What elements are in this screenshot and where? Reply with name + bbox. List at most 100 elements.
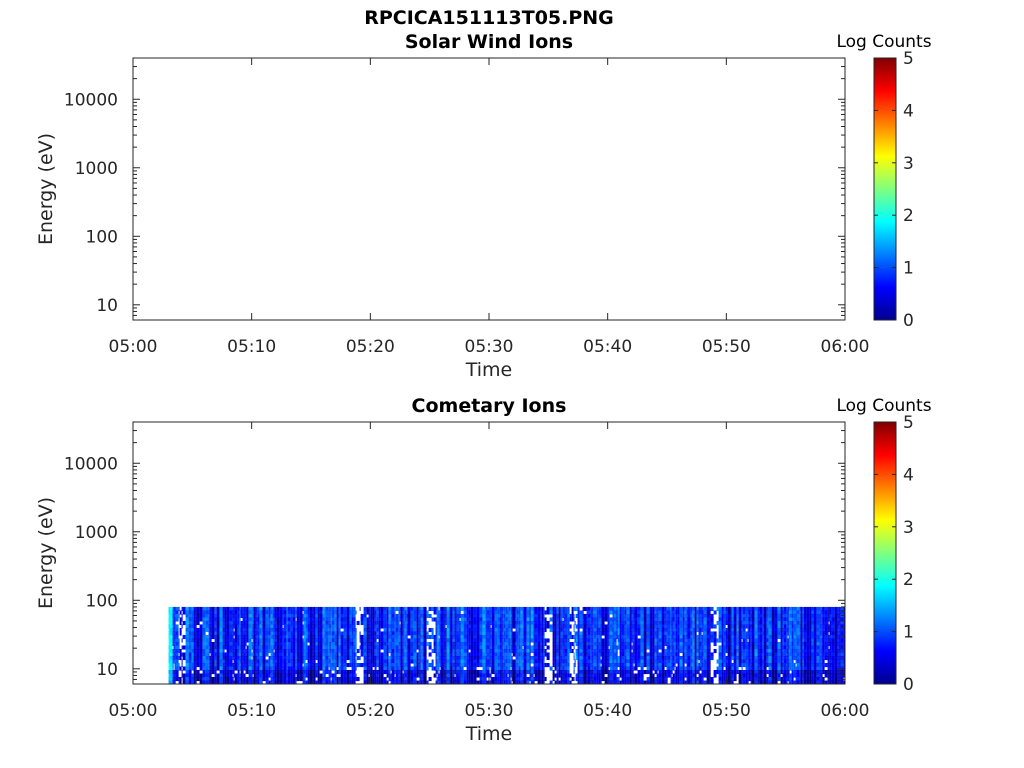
spectrogram-cell bbox=[503, 648, 506, 654]
spectrogram-cell bbox=[303, 641, 306, 647]
spectrogram-cell bbox=[296, 638, 300, 643]
spectrogram-cell bbox=[537, 648, 541, 654]
spectrogram-cell bbox=[283, 673, 287, 678]
spectrogram-cell bbox=[211, 634, 215, 640]
spectrogram-cell bbox=[419, 655, 421, 661]
spectrogram-cell bbox=[322, 613, 325, 619]
spectrogram-cell bbox=[307, 627, 310, 633]
spectrogram-cell bbox=[208, 620, 210, 626]
spectrogram-cell bbox=[295, 669, 297, 675]
spectrogram-cell bbox=[446, 631, 450, 636]
spectrogram-cell bbox=[394, 648, 396, 654]
spectrogram-cell bbox=[503, 627, 506, 633]
spectrogram-cell bbox=[193, 666, 196, 671]
spectrogram-cell bbox=[596, 617, 599, 622]
spectrogram-cell bbox=[446, 606, 450, 612]
spectrogram-cell bbox=[309, 634, 313, 640]
spectrogram-cell bbox=[252, 634, 254, 640]
spectrogram-cell bbox=[543, 638, 545, 643]
spectrogram-cell bbox=[286, 606, 288, 612]
spectrogram-cell bbox=[252, 610, 254, 615]
spectrogram-cell bbox=[632, 645, 634, 650]
spectrogram-cell bbox=[283, 666, 287, 671]
spectrogram-cell bbox=[413, 627, 417, 633]
spectrogram-cell bbox=[590, 659, 592, 664]
spectrogram-cell bbox=[631, 627, 633, 633]
spectrogram-cell bbox=[612, 641, 614, 647]
spectrogram-cell bbox=[563, 673, 565, 678]
spectrogram-cell bbox=[256, 659, 258, 664]
spectrogram-cell bbox=[455, 606, 457, 612]
spectrogram-cell bbox=[237, 673, 240, 678]
spectrogram-cell bbox=[383, 669, 387, 675]
spectrogram-cell bbox=[261, 680, 263, 684]
spectrogram-cell bbox=[455, 662, 457, 668]
spectrogram-cell bbox=[181, 617, 183, 622]
spectrogram-cell bbox=[232, 627, 234, 633]
spectrogram-cell bbox=[262, 652, 266, 657]
spectrogram-cell bbox=[591, 652, 593, 657]
spectrogram-cell bbox=[590, 645, 592, 650]
spectrogram-cell bbox=[578, 652, 580, 657]
spectrogram-cell bbox=[257, 676, 260, 682]
spectrogram-cell bbox=[423, 620, 427, 626]
spectrogram-cell bbox=[303, 680, 306, 684]
spectrogram-cell bbox=[431, 606, 434, 612]
spectrogram-cell bbox=[169, 655, 173, 661]
spectrogram-cell bbox=[579, 624, 583, 629]
spectrogram-cell bbox=[609, 662, 613, 668]
spectrogram-cell bbox=[214, 620, 217, 626]
spectrogram-cell bbox=[202, 610, 206, 615]
spectrogram-cell bbox=[274, 606, 277, 612]
spectrogram-cell bbox=[338, 655, 341, 661]
spectrogram-cell bbox=[567, 652, 570, 657]
spectrogram-cell bbox=[262, 638, 266, 643]
spectrogram-cell bbox=[593, 659, 597, 664]
spectrogram-cell bbox=[632, 659, 634, 664]
x-tick-label: 05:40 bbox=[583, 337, 632, 357]
spectrogram-cell bbox=[564, 648, 568, 654]
spectrogram-cell bbox=[562, 659, 564, 664]
spectrogram-cell bbox=[443, 655, 445, 661]
spectrogram-cell bbox=[395, 624, 399, 629]
spectrogram-cell bbox=[435, 659, 437, 664]
spectrogram-cell bbox=[199, 680, 203, 684]
spectrogram-cell bbox=[391, 613, 395, 619]
spectrogram-cell bbox=[305, 627, 308, 633]
spectrogram-cell bbox=[276, 624, 280, 629]
spectrogram-cell bbox=[169, 680, 173, 684]
spectrogram-cell bbox=[466, 627, 469, 633]
spectrogram-cell bbox=[168, 673, 170, 678]
spectrogram-cell bbox=[556, 662, 559, 668]
spectrogram-cell bbox=[255, 617, 257, 622]
spectrogram-cell bbox=[629, 606, 632, 612]
spectrogram-cell bbox=[439, 638, 441, 643]
spectrogram-cell bbox=[402, 680, 404, 684]
spectrogram-cell bbox=[368, 662, 370, 668]
spectrogram-cell bbox=[616, 662, 618, 668]
spectrogram-cell bbox=[508, 652, 511, 657]
spectrogram-cell bbox=[229, 673, 233, 678]
spectrogram-cell bbox=[229, 627, 233, 633]
spectrogram-cell bbox=[172, 620, 174, 626]
spectrogram-cell bbox=[202, 655, 206, 661]
spectrogram-cell bbox=[252, 627, 254, 633]
spectrogram-cell bbox=[299, 613, 303, 619]
spectrogram-cell bbox=[403, 673, 405, 678]
spectrogram-cell bbox=[274, 680, 277, 684]
spectrogram-cell bbox=[366, 606, 369, 612]
spectrogram-cell bbox=[529, 634, 531, 640]
spectrogram-cell bbox=[286, 652, 288, 657]
spectrogram-cell bbox=[274, 645, 277, 650]
spectrogram-cell bbox=[621, 669, 625, 675]
spectrogram-cell bbox=[196, 620, 200, 626]
spectrogram-cell bbox=[168, 659, 170, 664]
spectrogram-cell bbox=[253, 662, 256, 668]
spectrogram-cell bbox=[369, 620, 371, 626]
spectrogram-cell bbox=[282, 666, 284, 671]
spectrogram-cell bbox=[283, 620, 287, 626]
spectrogram-cell bbox=[497, 673, 500, 678]
spectrogram-cell bbox=[499, 669, 502, 675]
spectrogram-cell bbox=[512, 641, 516, 647]
spectrogram-cell bbox=[624, 627, 627, 633]
